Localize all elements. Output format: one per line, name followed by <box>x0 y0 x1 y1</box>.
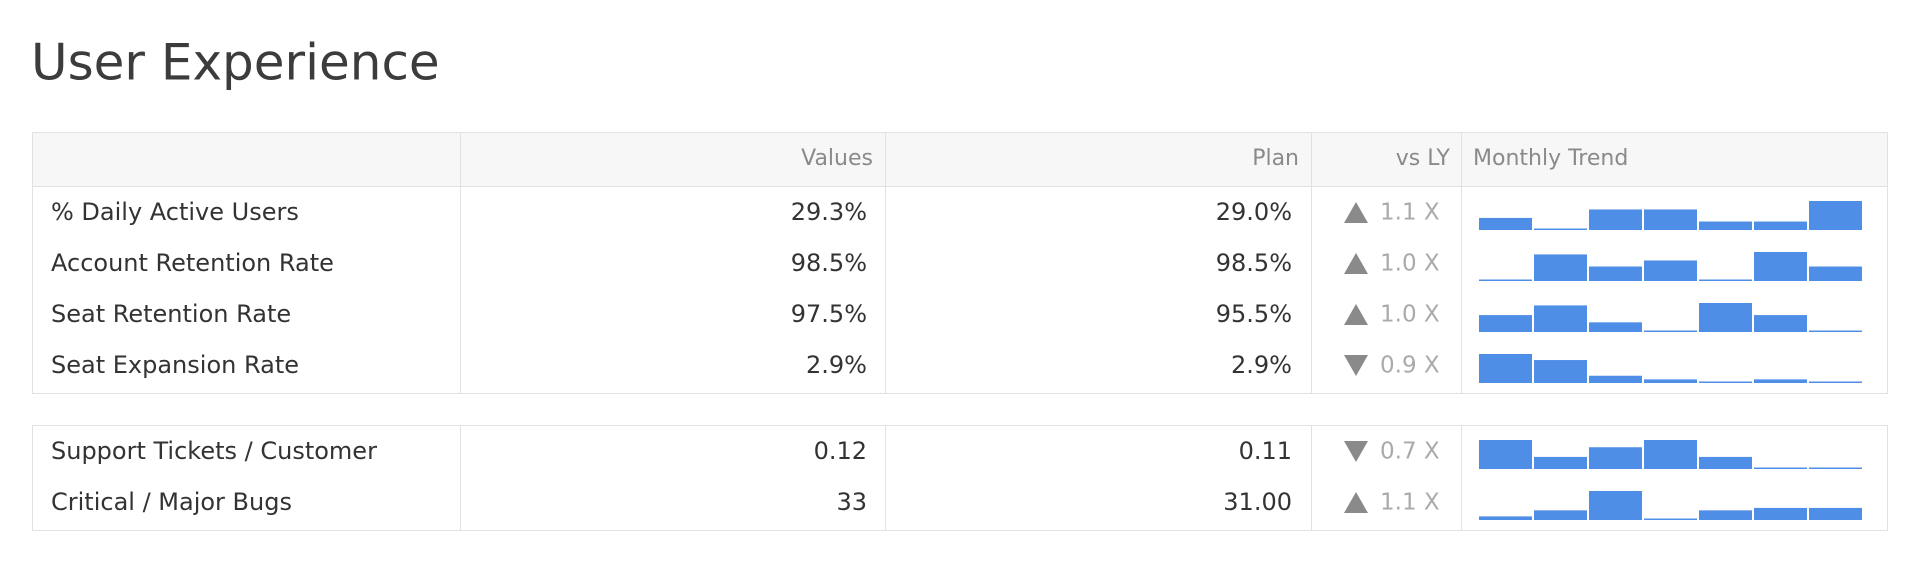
trend-bar <box>1534 228 1587 230</box>
trend-bar <box>1589 447 1642 469</box>
trend-bar <box>1644 440 1697 469</box>
row-plan: 2.9% <box>1231 351 1292 379</box>
row-label: Seat Retention Rate <box>51 300 291 328</box>
row-plan: 98.5% <box>1216 249 1292 277</box>
trend-bar <box>1644 209 1697 230</box>
vs-ly: 0.7 X <box>1380 439 1440 465</box>
row-value: 97.5% <box>791 300 867 328</box>
trend-bar <box>1479 440 1532 469</box>
trend-bar <box>1754 507 1807 520</box>
trend-bar <box>1754 379 1807 383</box>
trend-bar <box>1754 315 1807 332</box>
trend-bar <box>1479 315 1532 332</box>
trend-bar <box>1479 354 1532 383</box>
trend-bar <box>1534 456 1587 469</box>
trend-bar <box>1809 507 1862 520</box>
table-group <box>32 186 1888 394</box>
trend-bar <box>1699 221 1752 230</box>
arrow-up <box>1344 253 1368 274</box>
trend-bar <box>1644 260 1697 281</box>
trend-bar <box>1754 221 1807 230</box>
vs-ly: 1.1 X <box>1380 490 1440 516</box>
vs-ly: 1.1 X <box>1380 200 1440 226</box>
trend-bar <box>1754 467 1807 469</box>
trend-bar <box>1479 516 1532 520</box>
row-label: Critical / Major Bugs <box>51 488 292 516</box>
row-value: 33 <box>836 488 867 516</box>
trend-bar <box>1479 279 1532 281</box>
header-vs-ly: vs LY <box>1396 146 1451 171</box>
row-value: 29.3% <box>791 198 867 226</box>
trend-bar <box>1754 252 1807 281</box>
row-label: % Daily Active Users <box>51 198 299 226</box>
arrow-up <box>1344 492 1368 513</box>
arrow-down <box>1344 441 1368 462</box>
trend-bar <box>1644 379 1697 383</box>
trend-bar <box>1809 201 1862 230</box>
trend-bar <box>1809 467 1862 469</box>
row-plan: 95.5% <box>1216 300 1292 328</box>
trend-bar <box>1479 217 1532 230</box>
trend-bar <box>1699 303 1752 332</box>
trend-bar <box>1534 305 1587 332</box>
trend-bar <box>1699 381 1752 383</box>
trend-bar <box>1589 322 1642 332</box>
row-label: Support Tickets / Customer <box>51 437 377 465</box>
row-value: 0.12 <box>814 437 867 465</box>
row-value: 98.5% <box>791 249 867 277</box>
trend-bar <box>1699 510 1752 520</box>
trend-bar <box>1809 381 1862 383</box>
row-value: 2.9% <box>806 351 867 379</box>
trend-bar <box>1534 510 1587 520</box>
trend-bar <box>1589 491 1642 520</box>
trend-bar <box>1809 330 1862 332</box>
header-plan: Plan <box>1252 146 1299 171</box>
trend-bar <box>1644 518 1697 520</box>
trend-bar <box>1534 254 1587 281</box>
vs-ly: 1.0 X <box>1380 302 1440 328</box>
vs-ly: 1.0 X <box>1380 251 1440 277</box>
trend-bar <box>1699 279 1752 281</box>
row-plan: 31.00 <box>1223 488 1292 516</box>
row-plan: 29.0% <box>1216 198 1292 226</box>
arrow-down <box>1344 355 1368 376</box>
header-trend: Monthly Trend <box>1473 146 1628 171</box>
trend-bar <box>1809 266 1862 281</box>
trend-bar <box>1534 360 1587 383</box>
trend-bar <box>1699 456 1752 469</box>
arrow-up <box>1344 202 1368 223</box>
trend-bar <box>1644 330 1697 332</box>
trend-bar <box>1589 266 1642 281</box>
header-values: Values <box>801 146 873 171</box>
trend-bar <box>1589 375 1642 383</box>
arrow-up <box>1344 304 1368 325</box>
row-label: Seat Expansion Rate <box>51 351 299 379</box>
page-title: User Experience <box>31 34 440 92</box>
vs-ly: 0.9 X <box>1380 353 1440 379</box>
table-header <box>32 132 1888 187</box>
trend-bar <box>1589 209 1642 230</box>
row-label: Account Retention Rate <box>51 249 334 277</box>
row-plan: 0.11 <box>1239 437 1292 465</box>
